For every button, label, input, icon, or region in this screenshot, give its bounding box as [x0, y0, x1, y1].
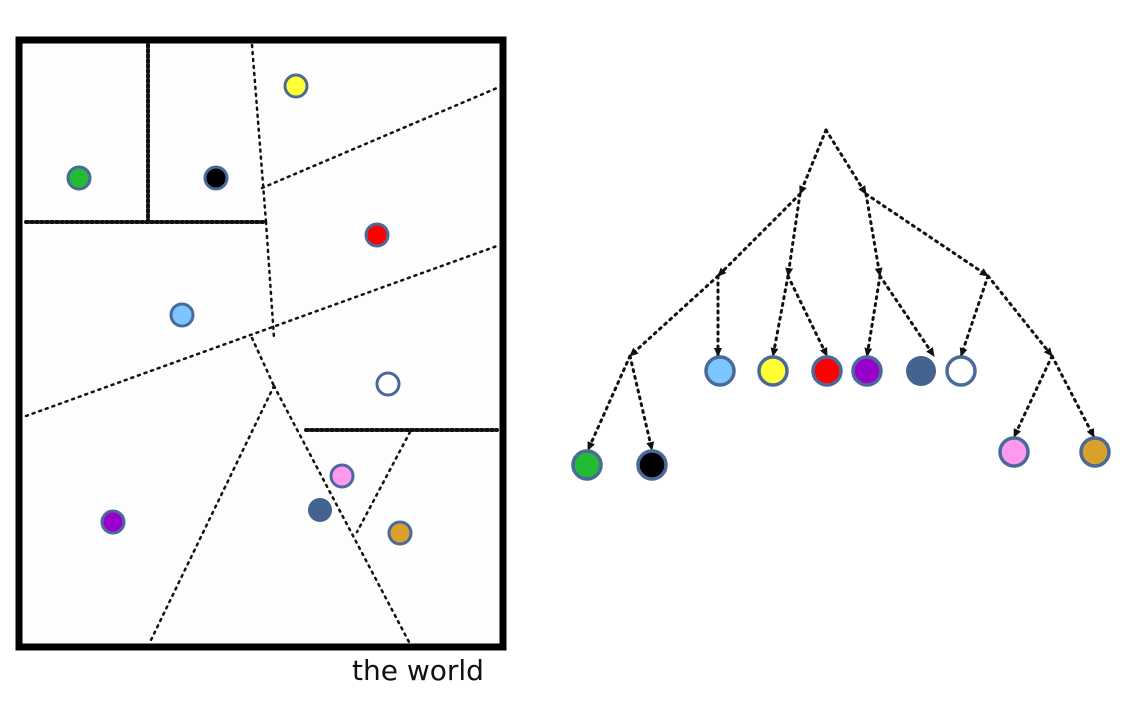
partition-line-5: [264, 220, 276, 340]
tree-edge-12: [878, 274, 936, 358]
tree-leaf-green: [571, 449, 603, 481]
tree-edge-4: [785, 192, 802, 278]
tree-leaf-yellow: [757, 355, 789, 387]
partition-line-7: [250, 336, 276, 388]
tree-edge-11: [864, 274, 882, 358]
tree-leaf-black: [636, 449, 668, 481]
world-point-yellow: [283, 73, 309, 99]
tree-leaf-steel-blue: [906, 356, 936, 386]
tree-edge-16: [628, 354, 655, 452]
tree-edge-15: [586, 354, 632, 452]
world-point-black: [203, 165, 229, 191]
tree-edge-3: [716, 192, 802, 278]
world-frame: [15, 36, 507, 651]
tree-edge-17: [1012, 354, 1054, 439]
tree-leaf-gold: [1079, 436, 1111, 468]
tree-leaf-light-blue: [704, 355, 736, 387]
world-point-steel-blue: [308, 498, 332, 522]
tree-edge-2: [824, 128, 868, 196]
world-point-pink: [329, 463, 355, 489]
tree-leaf-white: [945, 355, 977, 387]
world-point-gold: [387, 520, 413, 546]
partition-line-8: [148, 384, 276, 644]
world-point-green: [66, 165, 92, 191]
partition-line-4: [260, 86, 499, 190]
tree-edge-1: [798, 128, 828, 196]
tree-edge-18: [1050, 354, 1096, 439]
world-point-red: [364, 222, 390, 248]
tree-leaf-pink: [998, 436, 1030, 468]
world-points: [66, 73, 413, 546]
tree-leaf-purple: [851, 355, 883, 387]
tree-edge-5: [864, 192, 883, 278]
world-point-white: [375, 371, 401, 397]
partition-line-11: [355, 430, 412, 534]
tree-edge-13: [959, 274, 990, 358]
tree-edge-14: [986, 274, 1054, 358]
tree-leaves: [571, 355, 1111, 481]
world-point-purple: [100, 509, 126, 535]
tree-leaf-red: [811, 355, 843, 387]
partition-line-9: [272, 384, 411, 644]
world-point-light-blue: [169, 302, 195, 328]
world-caption: the world: [352, 654, 484, 687]
tree-edges: [586, 128, 1096, 452]
partition-line-3: [250, 43, 268, 224]
partition-tree: [571, 128, 1111, 481]
tree-edge-7: [628, 274, 720, 358]
partition-lines: [24, 43, 499, 644]
tree-edge-9: [770, 274, 790, 358]
tree-edge-10: [786, 274, 829, 358]
partition-line-6: [24, 244, 499, 418]
world-map: [15, 36, 507, 651]
tree-edge-6: [864, 192, 990, 278]
